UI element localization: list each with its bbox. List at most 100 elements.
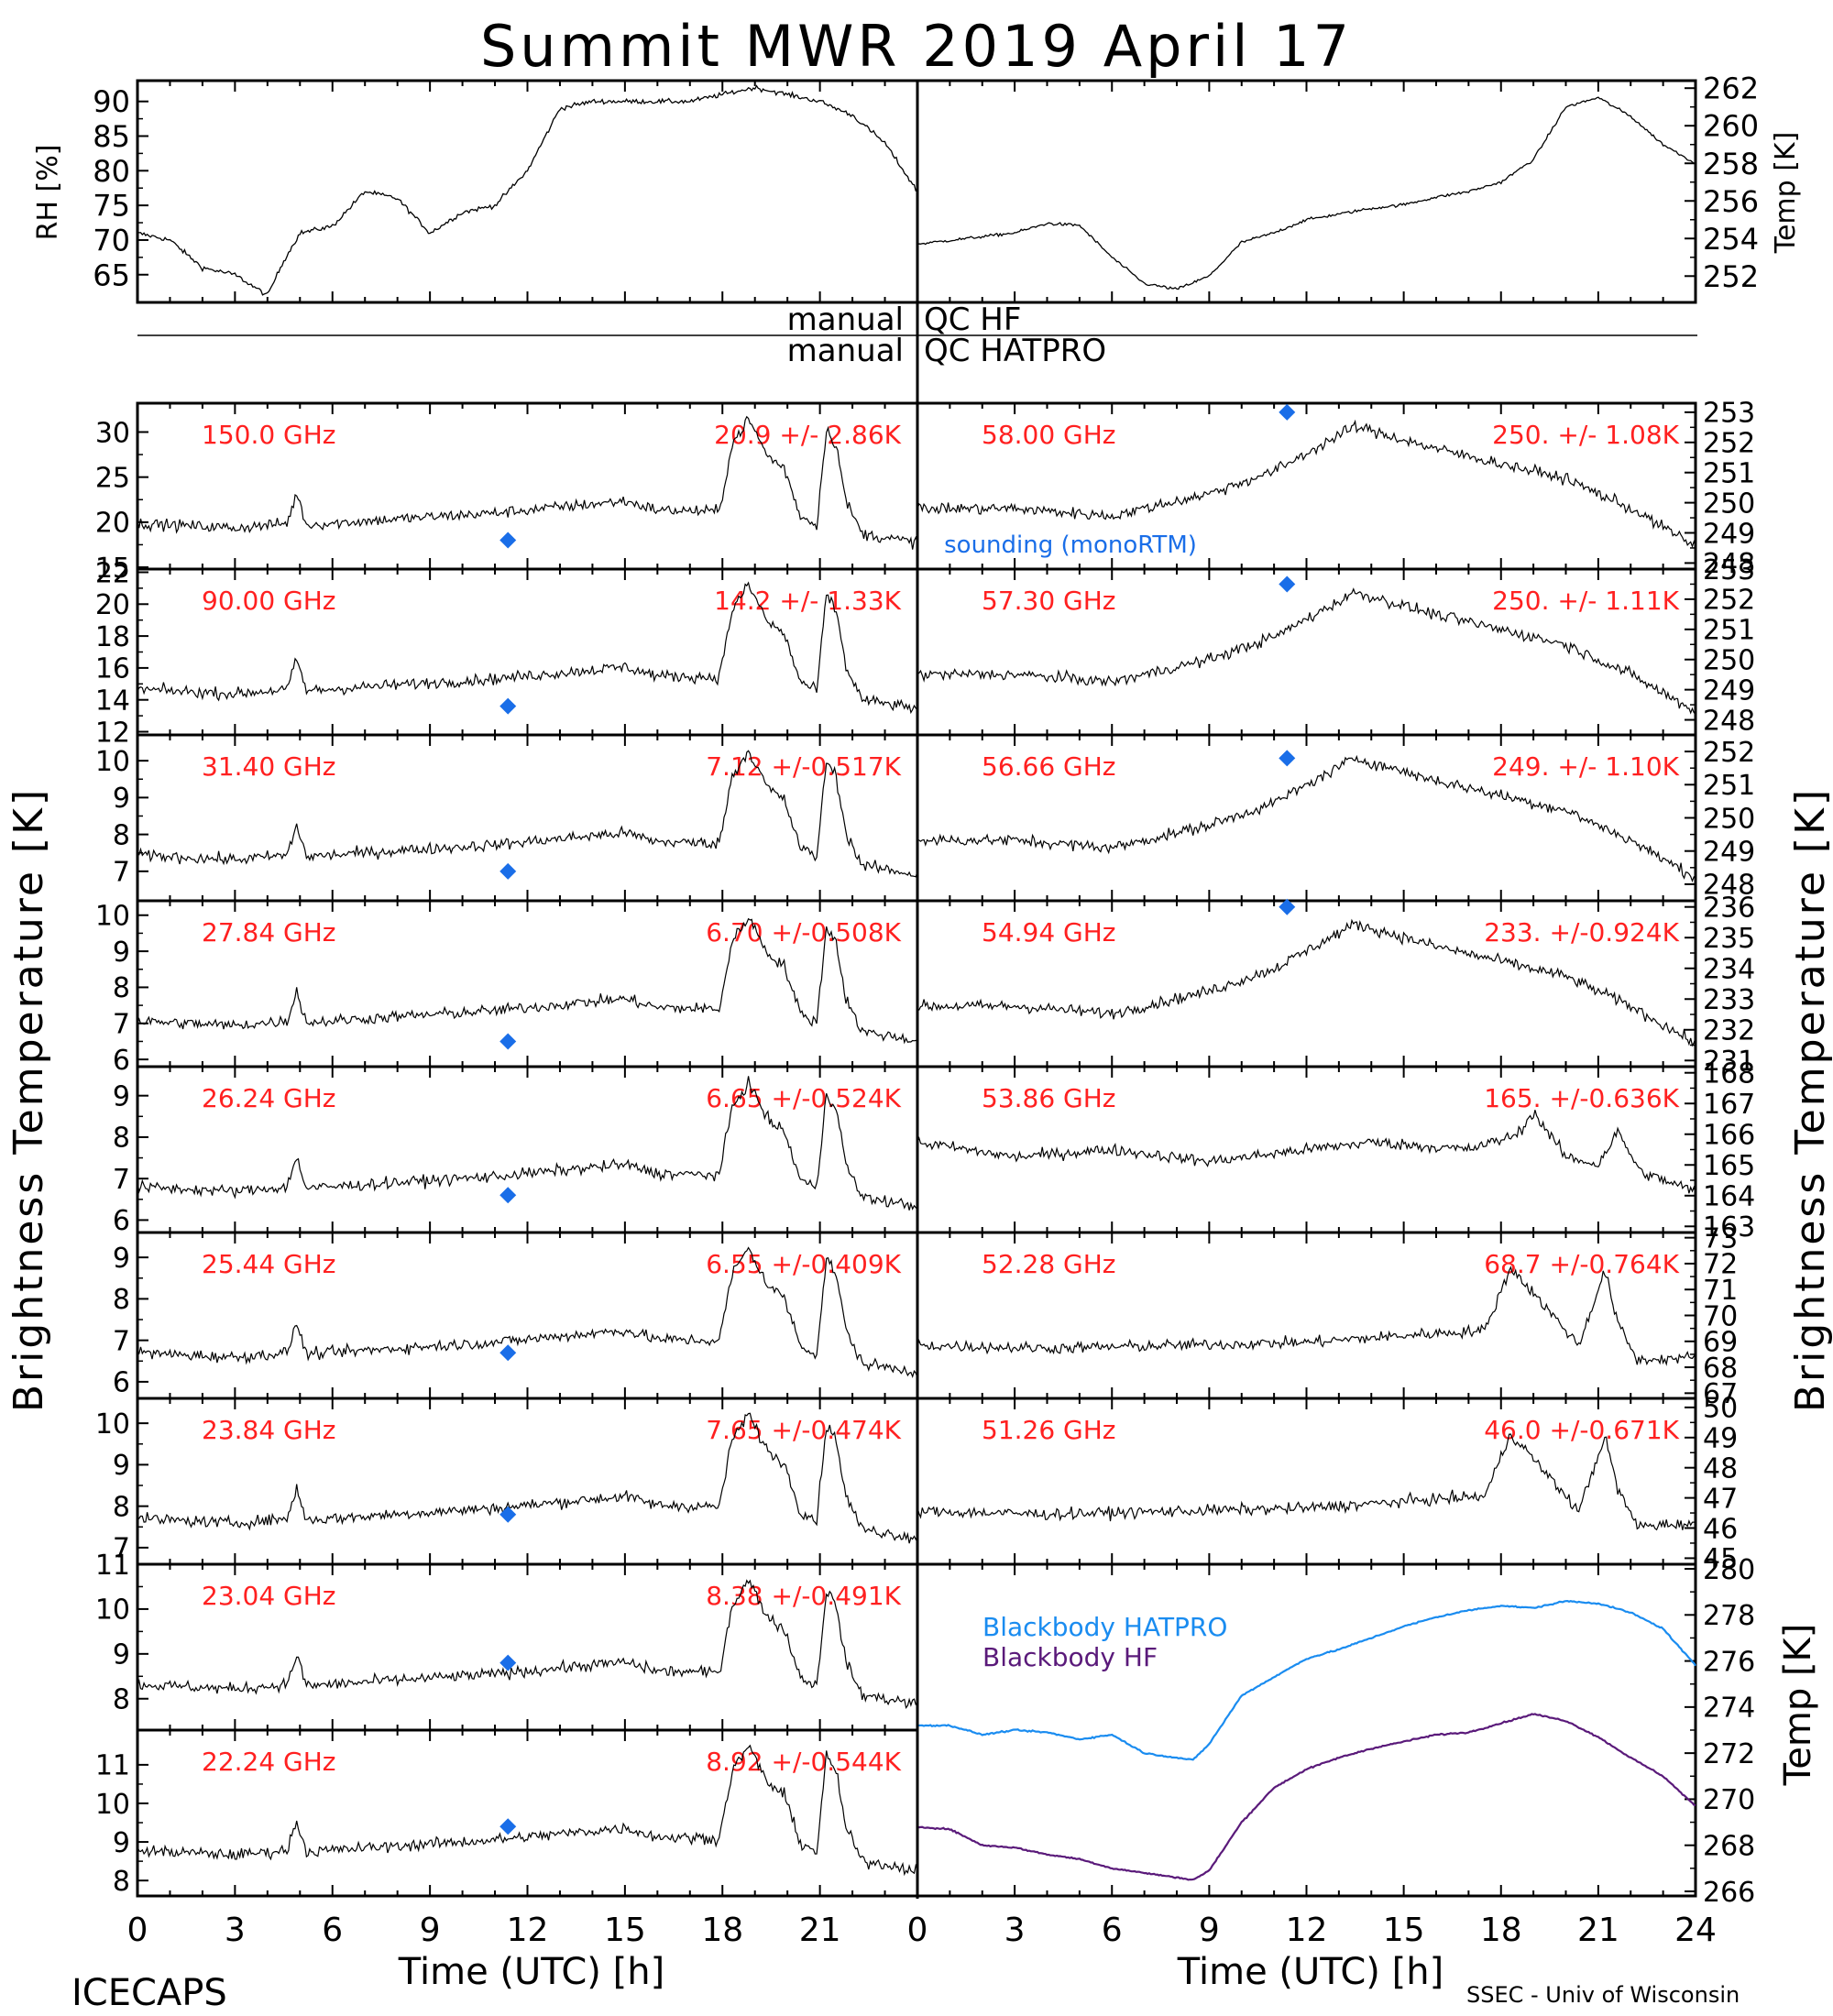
y-tick-label: 166: [1703, 1120, 1755, 1152]
y-tick-label: 80: [93, 154, 130, 189]
y-tick-label: 248: [1703, 705, 1755, 737]
blackbody-hatpro-line: [916, 1599, 1696, 1761]
y-tick-label: 11: [95, 1550, 130, 1582]
sounding-legend-label: sounding (monoRTM): [944, 531, 1197, 559]
y-tick-label: 75: [93, 189, 130, 224]
channel-stat-label: 165. +/-0.636K: [1484, 1083, 1679, 1113]
y-tick-label: 8: [113, 1284, 130, 1316]
channel-frequency-label: 58.00 GHz: [982, 420, 1116, 450]
y-tick-label: 69: [1703, 1327, 1738, 1359]
y-tick-label: 10: [95, 1408, 130, 1441]
y-tick-label: 236: [1703, 893, 1755, 925]
y-tick-label: 20: [95, 589, 130, 621]
rh-series-line: [137, 84, 918, 296]
y-tick-label: 249: [1703, 518, 1755, 550]
channel-stat-label: 7.65 +/-0.474K: [706, 1415, 901, 1445]
y-tick-label: 90: [93, 84, 130, 119]
channel-frequency-label: 25.44 GHz: [202, 1249, 336, 1279]
y-tick-label: 8: [113, 1123, 130, 1155]
y-tick-label: 6: [113, 1205, 130, 1237]
y-tick-label: 16: [95, 653, 130, 685]
channel-series-line: [916, 1433, 1696, 1531]
x-axis-ticks: 0 3 6 9 12 15 18 21 0 3 6 9 12 15 18 21 24: [127, 1912, 1717, 1949]
y-tick-label: 7: [113, 1533, 130, 1565]
sounding-marker: [1279, 898, 1296, 915]
y-tick-label: 252: [1703, 259, 1759, 294]
left-channel-panel: 8 9 10 11 22.24 GHz 8.92 +/-0.544K: [95, 1728, 919, 1898]
sounding-marker: [1279, 750, 1296, 767]
y-tick-label: 253: [1703, 554, 1755, 586]
y-tick-label: 252: [1703, 737, 1755, 769]
channel-frequency-label: 56.66 GHz: [982, 751, 1116, 782]
blackbody-hf-label: Blackbody HF: [982, 1642, 1158, 1672]
y-tick-label: 252: [1703, 585, 1755, 617]
y-tick-label: 47: [1703, 1483, 1738, 1515]
y-tick-label: 168: [1703, 1058, 1755, 1090]
x-axis-label-left: Time (UTC) [h]: [398, 1951, 664, 1993]
left-channel-panel: 7 8 9 10 23.84 GHz 7.65 +/-0.474K: [95, 1397, 919, 1566]
temp-panel-frame: [916, 79, 1697, 304]
y-tick-label: 72: [1703, 1249, 1738, 1281]
channel-series-line: [137, 1412, 918, 1544]
y-tick-label: 7: [113, 1164, 130, 1196]
y-tick-label: 270: [1703, 1784, 1755, 1816]
y-tick-label: 251: [1703, 615, 1755, 647]
channel-series-line: [137, 1744, 918, 1877]
channel-series-line: [916, 754, 1696, 883]
y-tick-label: 250: [1703, 645, 1755, 677]
x-tick-label: 0: [127, 1912, 148, 1949]
y-tick-label: 164: [1703, 1181, 1755, 1213]
y-tick-label: 233: [1703, 984, 1755, 1016]
sounding-marker: [499, 1344, 517, 1362]
channel-stat-label: 250. +/- 1.08K: [1492, 420, 1679, 450]
y-tick-label: 8: [113, 1866, 130, 1898]
right-y-axis-label: Brightness Temperature [K]: [1787, 787, 1833, 1412]
y-tick-label: 10: [95, 746, 130, 778]
x-tick-label: 6: [1102, 1912, 1123, 1949]
y-tick-label: 12: [95, 717, 130, 749]
y-tick-label: 85: [93, 119, 130, 154]
y-tick-label: 10: [95, 901, 130, 933]
channel-frequency-label: 23.84 GHz: [202, 1415, 336, 1445]
y-tick-label: 46: [1703, 1513, 1738, 1545]
x-tick-label: 18: [1480, 1912, 1522, 1949]
blackbody-axis-label: Temp [K]: [1777, 1624, 1819, 1787]
sounding-marker: [499, 1654, 517, 1671]
x-tick-label: 21: [1577, 1912, 1619, 1949]
temp-axis-label: Temp [K]: [1770, 132, 1802, 255]
sounding-marker: [499, 1033, 517, 1050]
x-tick-label: 12: [507, 1912, 549, 1949]
y-tick-label: 10: [95, 1594, 130, 1627]
y-tick-label: 68: [1703, 1353, 1738, 1385]
y-tick-label: 70: [1703, 1300, 1738, 1332]
channel-series-line: [916, 1110, 1696, 1194]
channel-stat-label: 250. +/- 1.11K: [1492, 586, 1679, 616]
channel-stat-label: 7.12 +/-0.517K: [706, 751, 901, 782]
channel-frequency-label: 52.28 GHz: [982, 1249, 1116, 1279]
y-tick-label: 231: [1703, 1046, 1755, 1078]
sounding-marker: [499, 862, 517, 880]
y-tick-label: 258: [1703, 147, 1759, 181]
channel-frequency-label: 23.04 GHz: [202, 1581, 336, 1611]
x-tick-label: 3: [225, 1912, 246, 1949]
y-tick-label: 6: [113, 1045, 130, 1077]
y-tick-label: 254: [1703, 222, 1759, 257]
channel-frequency-label: 57.30 GHz: [982, 586, 1116, 616]
y-tick-label: 248: [1703, 548, 1755, 580]
channel-series-line: [137, 581, 918, 715]
y-tick-label: 9: [113, 1827, 130, 1859]
channel-stat-label: 6.55 +/-0.409K: [706, 1249, 901, 1279]
left-channel-panel: 6 7 8 9 25.44 GHz 6.55 +/-0.409K: [113, 1231, 919, 1400]
footer-right: SSEC - Univ of Wisconsin: [1466, 1982, 1740, 2008]
y-tick-label: 9: [113, 783, 130, 815]
y-tick-label: 250: [1703, 803, 1755, 835]
y-tick-label: 278: [1703, 1600, 1755, 1632]
left-channel-panel: 8 9 10 11 23.04 GHz 8.38 +/-0.491K: [95, 1550, 919, 1732]
y-tick-label: 9: [113, 937, 130, 969]
